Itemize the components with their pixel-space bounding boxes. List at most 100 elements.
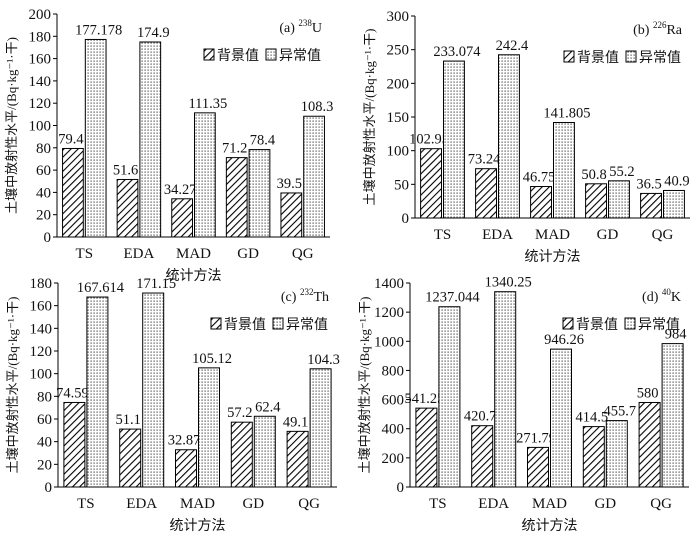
bar-anomaly xyxy=(438,306,461,488)
x-tick-label: MAD xyxy=(535,227,570,243)
x-axis-title: 统计方法 xyxy=(525,249,581,265)
panel-label: (c) xyxy=(281,290,297,305)
isotope-mass: 238 xyxy=(298,18,312,28)
y-tick-label: 140 xyxy=(29,74,52,90)
legend-label-anomaly: 异常值 xyxy=(639,50,681,66)
y-tick-label: 600 xyxy=(382,393,405,409)
data-label-anomaly: 141.805 xyxy=(543,106,590,122)
bar-background xyxy=(415,407,438,488)
x-axis-title: 统计方法 xyxy=(522,518,578,534)
bar-background xyxy=(640,192,662,219)
isotope-symbol: K xyxy=(671,290,681,305)
data-label-anomaly: 946.26 xyxy=(544,332,584,348)
x-tick-label: EDA xyxy=(123,246,154,262)
data-label-anomaly: 62.4 xyxy=(255,399,281,415)
y-tick-label: 20 xyxy=(36,208,51,224)
y-tick-label: 140 xyxy=(30,321,53,337)
y-tick-label: 180 xyxy=(29,29,52,45)
y-tick-label: 0 xyxy=(397,480,405,496)
data-label-anomaly: 171.15 xyxy=(136,276,176,292)
isotope-mass: 232 xyxy=(300,287,314,297)
panel-title: (c) 232Th xyxy=(281,287,329,305)
y-axis-title: 土壤中放射性水平/(Bq·kg⁻¹·干) xyxy=(357,297,372,474)
x-tick-label: QG xyxy=(292,246,314,262)
y-tick-label: 100 xyxy=(29,119,52,135)
data-label-background: 71.2 xyxy=(222,141,247,157)
data-label-anomaly: 984 xyxy=(665,327,688,343)
y-tick-label: 60 xyxy=(36,163,51,179)
data-label-anomaly: 105.12 xyxy=(192,351,232,367)
y-axis-title: 土壤中放射性水平/(Bq·kg⁻¹·干) xyxy=(362,29,377,206)
chart-panel-d: 0 200 400 600 800 1000 1200 1400 TS 541.25 1237.04… xyxy=(357,275,689,534)
y-axis-title: 土壤中放射性水平/(Bq·kg⁻¹·干) xyxy=(4,37,19,214)
data-label-anomaly: 174.9 xyxy=(137,25,170,41)
data-label-anomaly: 40.9 xyxy=(664,173,689,189)
bar-background xyxy=(475,168,498,219)
data-label-background: 57.2 xyxy=(227,405,252,421)
panel-label: (a) xyxy=(279,21,295,36)
x-tick-label: QG xyxy=(298,496,320,512)
y-tick-label: 80 xyxy=(36,141,51,157)
bar-anomaly xyxy=(608,180,630,219)
y-tick-label: 200 xyxy=(387,76,410,92)
bar-anomaly xyxy=(663,189,685,219)
bar-background xyxy=(530,186,552,219)
x-tick-label: QG xyxy=(650,496,672,512)
x-tick-label: EDA xyxy=(126,496,157,512)
panel-title: (b) 226Ra xyxy=(633,20,683,38)
bar-background xyxy=(225,157,248,238)
x-tick-label: GD xyxy=(594,496,616,512)
bar-anomaly xyxy=(605,420,628,488)
data-label-background: 39.5 xyxy=(277,176,302,192)
data-label-background: 73.24 xyxy=(468,152,501,168)
y-tick-label: 0 xyxy=(402,211,410,227)
bar-anomaly xyxy=(248,149,271,238)
legend-swatch-background xyxy=(203,48,215,61)
x-tick-label: GD xyxy=(597,227,619,243)
legend-swatch-anomaly xyxy=(624,317,636,330)
bar-anomaly xyxy=(494,291,517,488)
x-tick-label: TS xyxy=(77,496,95,512)
data-label-anomaly: 455.7 xyxy=(603,404,636,420)
bar-anomaly xyxy=(309,368,332,488)
x-tick-label: MAD xyxy=(532,496,567,512)
bar-background xyxy=(63,401,86,488)
legend-label-background: 背景值 xyxy=(576,317,618,333)
y-tick-label: 400 xyxy=(382,422,405,438)
x-tick-label: TS xyxy=(429,496,447,512)
isotope-mass: 40 xyxy=(662,287,672,297)
data-label-background: 51.6 xyxy=(113,162,138,178)
data-label-anomaly: 167.614 xyxy=(77,280,125,296)
legend-swatch-background xyxy=(563,50,575,63)
chart-panel-c: 0 20 40 60 80 100 120 140 160 180 TS 74.59 167.614 ED… xyxy=(5,276,340,534)
data-label-background: 79.4 xyxy=(58,131,84,147)
data-label-anomaly: 233.074 xyxy=(433,44,481,60)
y-tick-label: 120 xyxy=(29,96,52,112)
legend-label-background: 背景值 xyxy=(224,317,266,333)
bar-anomaly xyxy=(550,348,572,488)
x-axis-title: 统计方法 xyxy=(166,268,222,284)
bar-anomaly xyxy=(443,60,465,219)
x-tick-label: EDA xyxy=(478,496,509,512)
legend-label-background: 背景值 xyxy=(217,48,259,64)
x-tick-label: GD xyxy=(242,496,264,512)
data-label-anomaly: 1237.044 xyxy=(425,290,480,306)
data-label-anomaly: 111.35 xyxy=(188,96,227,112)
y-tick-label: 160 xyxy=(29,52,52,68)
bar-background xyxy=(119,428,142,488)
x-tick-label: MAD xyxy=(180,496,215,512)
bar-background xyxy=(471,425,494,488)
y-tick-label: 1000 xyxy=(374,334,404,350)
y-tick-label: 0 xyxy=(44,230,52,246)
x-tick-label: EDA xyxy=(482,227,513,243)
bar-anomaly xyxy=(194,112,216,238)
data-label-background: 46.75 xyxy=(523,170,556,186)
bar-anomaly xyxy=(139,41,162,238)
legend-swatch-anomaly xyxy=(265,48,277,61)
bar-background xyxy=(527,446,549,488)
chart-panel-b: 0 50 100 150 200 250 300 TS 102.95 233.074 EDA 73.2… xyxy=(362,9,690,265)
data-label-anomaly: 177.178 xyxy=(75,22,122,38)
bar-anomaly xyxy=(553,122,575,219)
y-tick-label: 1400 xyxy=(374,276,404,292)
data-label-background: 32.87 xyxy=(168,433,201,449)
